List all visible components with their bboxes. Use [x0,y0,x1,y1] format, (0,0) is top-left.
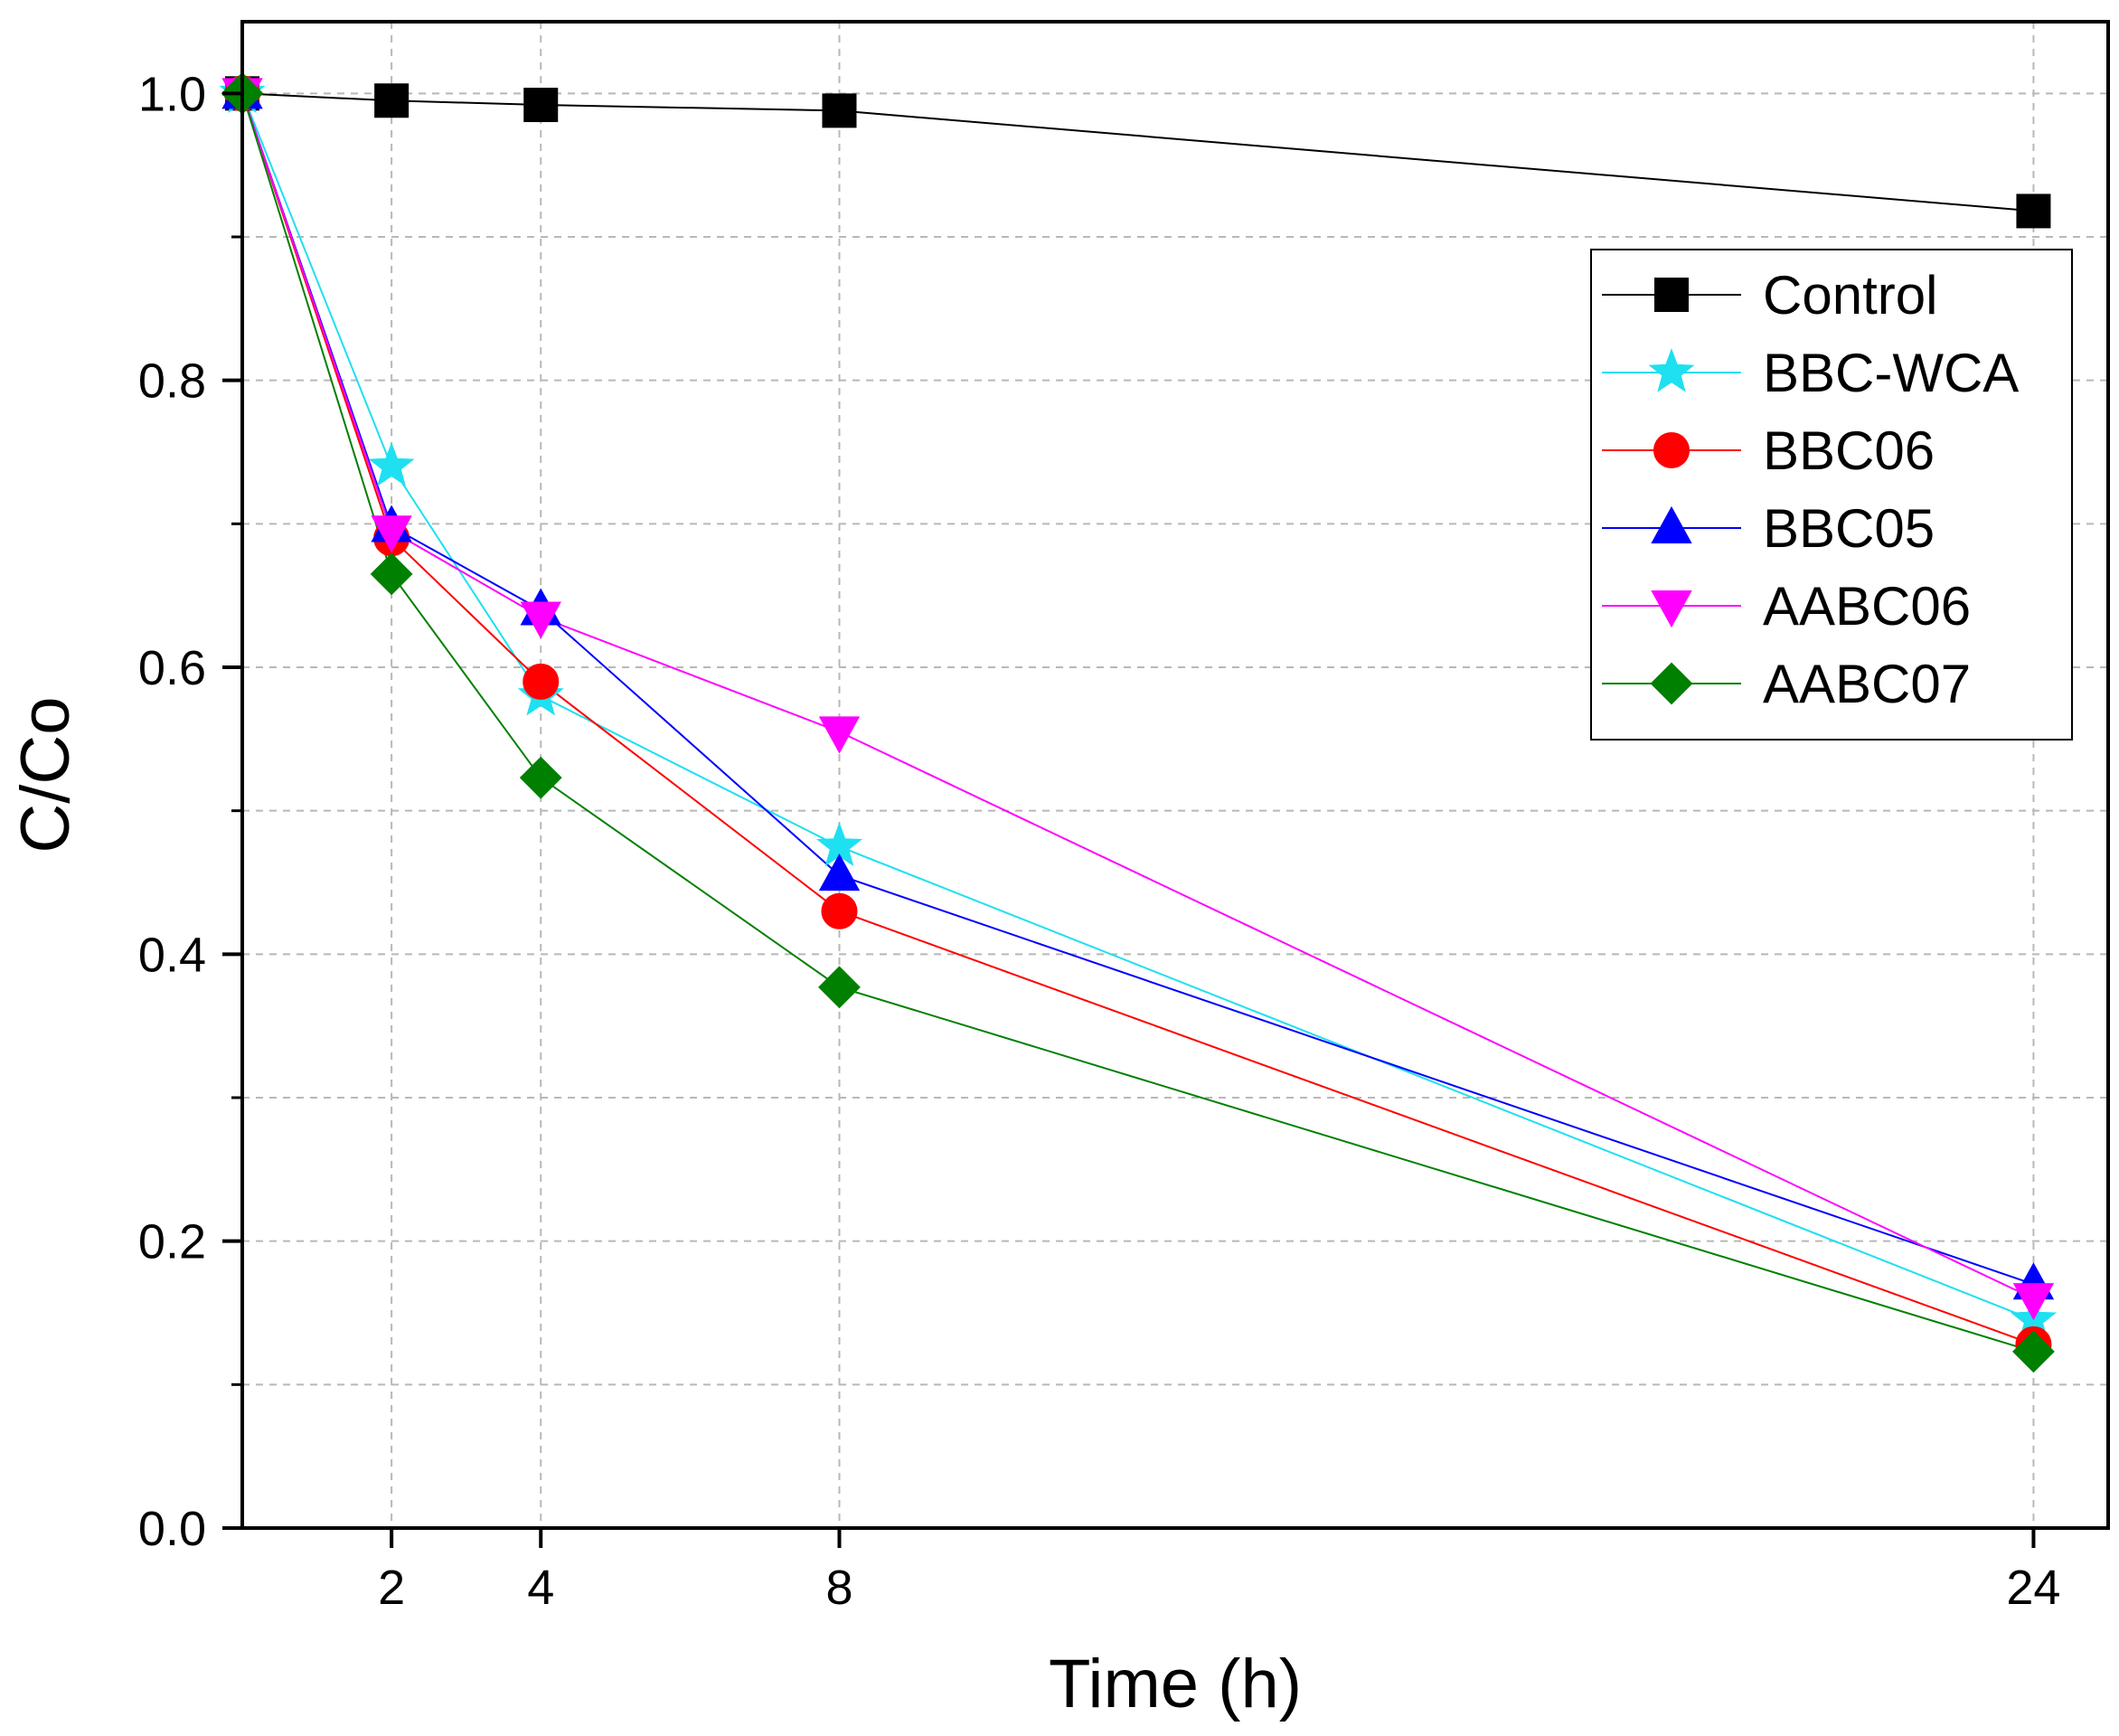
x-tick-label: 24 [2006,1561,2060,1615]
axis-ticks: 0.00.20.40.60.81.02 4 8 24 [138,67,2061,1615]
data-point-aabc06 [371,515,412,553]
grid [242,22,2108,1528]
y-tick-label: 0.6 [138,641,206,695]
data-point-control [523,88,559,123]
data-point-bbc-wca [368,442,415,486]
legend-label-aabc07: AABC07 [1763,654,1971,714]
legend-label-bbc-wca: BBC-WCA [1763,343,2019,403]
legend-marker-bbc-wca [1648,348,1695,392]
data-point-control [374,83,410,118]
series-line-control [241,92,2034,212]
data-point-bbc06 [821,892,858,929]
plot-area-frame [240,20,2110,1530]
data-point-aabc06 [520,601,561,639]
y-tick-label: 0.8 [138,354,206,409]
y-tick-label: 1.0 [138,67,206,121]
series-markers [219,69,2058,1373]
x-tick-label: 2 [378,1561,405,1615]
x-tick-label: 8 [825,1561,852,1615]
legend: Control BBC-WCA BBC06 BBC05 AABC06 AABC07 [1590,249,2073,741]
data-point-bbc05 [818,853,861,892]
legend-marker-bbc06 [1653,432,1690,468]
data-point-aabc07 [2012,1330,2055,1373]
data-point-aabc07 [818,966,861,1009]
data-point-bbc06 [523,663,560,700]
data-point-aabc07 [519,756,562,799]
data-point-aabc06 [818,716,861,754]
y-tick-label: 0.4 [138,928,206,982]
legend-marker-control [1654,278,1689,312]
y-axis-title: C/Co [7,696,84,853]
legend-label-aabc06: AABC06 [1763,576,1971,637]
x-axis-title: Time (h) [1049,1646,1302,1722]
legend-marker-aabc07 [1650,662,1693,705]
x-tick-label: 4 [527,1561,554,1615]
series-lines [241,92,2034,1353]
data-point-control [822,93,857,128]
legend-box [1590,249,2073,741]
data-point-control [2016,193,2051,229]
y-tick-label: 0.2 [138,1215,206,1269]
legend-label-control: Control [1763,265,1937,326]
legend-marker-aabc06 [1651,590,1692,628]
legend-marker-bbc05 [1651,505,1692,543]
data-point-aabc06 [2012,1283,2055,1321]
y-tick-label: 0.0 [138,1502,206,1556]
legend-label-bbc05: BBC05 [1763,498,1935,559]
legend-label-bbc06: BBC06 [1763,420,1935,481]
data-point-aabc07 [370,552,413,596]
